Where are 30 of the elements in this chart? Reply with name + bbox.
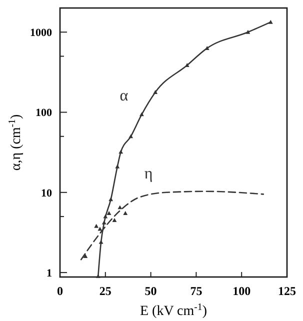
point [103, 214, 108, 218]
point [98, 240, 104, 244]
y-tick-label: 100 [36, 107, 52, 120]
point [102, 220, 106, 224]
point [246, 30, 250, 34]
point [96, 274, 100, 278]
x-tick-label: 100 [232, 284, 251, 298]
point [123, 211, 128, 215]
x-tick-label: 75 [190, 284, 202, 298]
x-tick-label: 0 [57, 284, 63, 298]
point [112, 218, 117, 222]
y-tick-label: 10 [41, 187, 52, 200]
x-axis-title: E (kV cm$^{-1}$) [140, 302, 208, 319]
x-tick-label: 125 [278, 284, 296, 298]
point [106, 211, 112, 215]
x-tick-label: 25 [99, 284, 112, 298]
point [94, 224, 99, 228]
point [118, 205, 122, 210]
y-tick-label: 1000 [30, 26, 52, 39]
series-label: α [120, 87, 129, 104]
x-tick-label: 50 [144, 284, 157, 298]
y-tick-label: 1 [46, 267, 52, 280]
point [140, 112, 144, 116]
point [128, 134, 134, 138]
point [153, 90, 158, 94]
point [268, 20, 273, 24]
point [83, 254, 88, 258]
series-label: η [144, 165, 153, 182]
point [108, 197, 114, 202]
point [115, 164, 120, 168]
